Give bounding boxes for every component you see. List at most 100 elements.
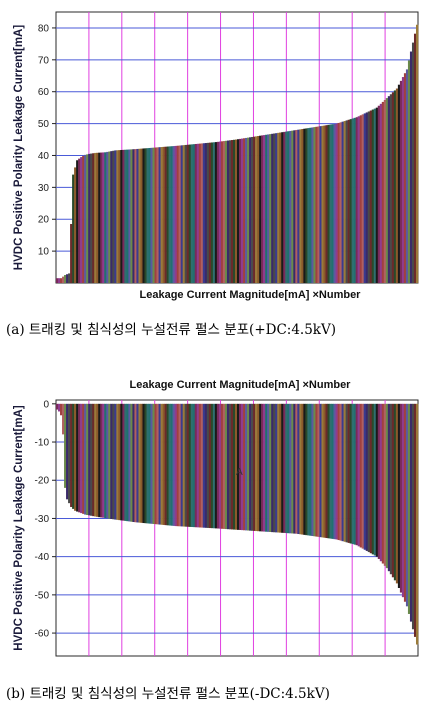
bar (184, 144, 188, 283)
bar (367, 111, 371, 284)
y-tick-label: -10 (35, 438, 50, 449)
bar (224, 403, 228, 530)
bar (230, 140, 234, 283)
bar (349, 119, 352, 284)
bar (263, 135, 266, 283)
bar (295, 403, 298, 534)
bar (180, 145, 183, 283)
bar (158, 403, 161, 525)
bar (218, 403, 222, 529)
bar (56, 403, 59, 410)
bar (128, 403, 131, 522)
y-tick-label: -50 (35, 590, 50, 601)
bar (287, 403, 290, 534)
bar (168, 146, 171, 283)
bar (60, 278, 63, 283)
bar (104, 152, 107, 283)
bar (94, 152, 97, 283)
bar (108, 151, 111, 283)
bar (84, 403, 87, 515)
bar (140, 403, 143, 523)
bar (301, 403, 304, 535)
bar (261, 135, 264, 283)
bar (333, 123, 336, 283)
bar (309, 403, 312, 536)
bar (232, 403, 236, 530)
bar (395, 403, 399, 584)
caption-b: (b) 트래킹 및 침식성의 누설전류 펄스 분포(-DC:4.5kV) (6, 686, 330, 702)
bar (385, 403, 389, 569)
bar (335, 123, 338, 284)
bar (142, 403, 145, 524)
bar (259, 403, 262, 532)
bar (237, 139, 240, 283)
bar (102, 403, 105, 518)
bar (245, 137, 248, 283)
bar (391, 403, 395, 578)
bar (132, 149, 135, 283)
bar (182, 145, 186, 283)
bar (343, 403, 346, 542)
bar (172, 403, 175, 526)
bar (208, 142, 212, 283)
annotation-label: A (236, 467, 243, 478)
bar (112, 403, 115, 520)
bar (387, 96, 391, 284)
bar (200, 143, 204, 283)
bar (170, 403, 173, 526)
bar (216, 403, 220, 529)
bar (216, 141, 220, 283)
bar (261, 403, 264, 532)
bar (369, 110, 373, 283)
bar (311, 127, 314, 283)
bar (355, 117, 358, 283)
bar (120, 149, 123, 283)
bar (271, 403, 274, 533)
bar (331, 403, 334, 539)
bar (178, 145, 181, 283)
bar (224, 140, 228, 283)
bar (166, 403, 169, 526)
bar (323, 403, 326, 538)
y-tick-label: -20 (35, 476, 50, 487)
bar (275, 133, 278, 283)
bar (136, 148, 139, 283)
bar (134, 403, 137, 523)
bar (293, 403, 296, 534)
bar (307, 403, 310, 536)
bar (257, 136, 260, 283)
bar (228, 403, 232, 530)
bar (319, 126, 322, 283)
bar (243, 403, 246, 531)
bar (243, 138, 246, 283)
bar (122, 149, 125, 283)
bar (232, 139, 236, 283)
bar (375, 403, 379, 557)
bar (164, 146, 167, 283)
bar (124, 149, 127, 283)
bar (82, 155, 85, 283)
bar (150, 403, 153, 524)
bar (68, 273, 71, 283)
bar (140, 148, 143, 283)
bar (391, 92, 395, 283)
bar (377, 105, 381, 283)
bar (80, 157, 83, 283)
bar (359, 115, 362, 283)
bar (329, 403, 332, 539)
bar (401, 403, 405, 598)
bar (218, 141, 222, 283)
bar (409, 403, 413, 622)
bar (204, 403, 208, 528)
bar (297, 403, 300, 535)
bar (353, 403, 356, 545)
bar (126, 403, 129, 522)
bar (347, 119, 350, 283)
y-tick-label: 80 (38, 23, 50, 34)
y-axis-label: HVDC Positive Polarity Leakage Current[m… (13, 405, 25, 651)
y-tick-label: 40 (38, 151, 50, 162)
bar (74, 167, 77, 283)
bar (347, 403, 350, 543)
bar (96, 152, 99, 283)
bar (415, 24, 419, 284)
